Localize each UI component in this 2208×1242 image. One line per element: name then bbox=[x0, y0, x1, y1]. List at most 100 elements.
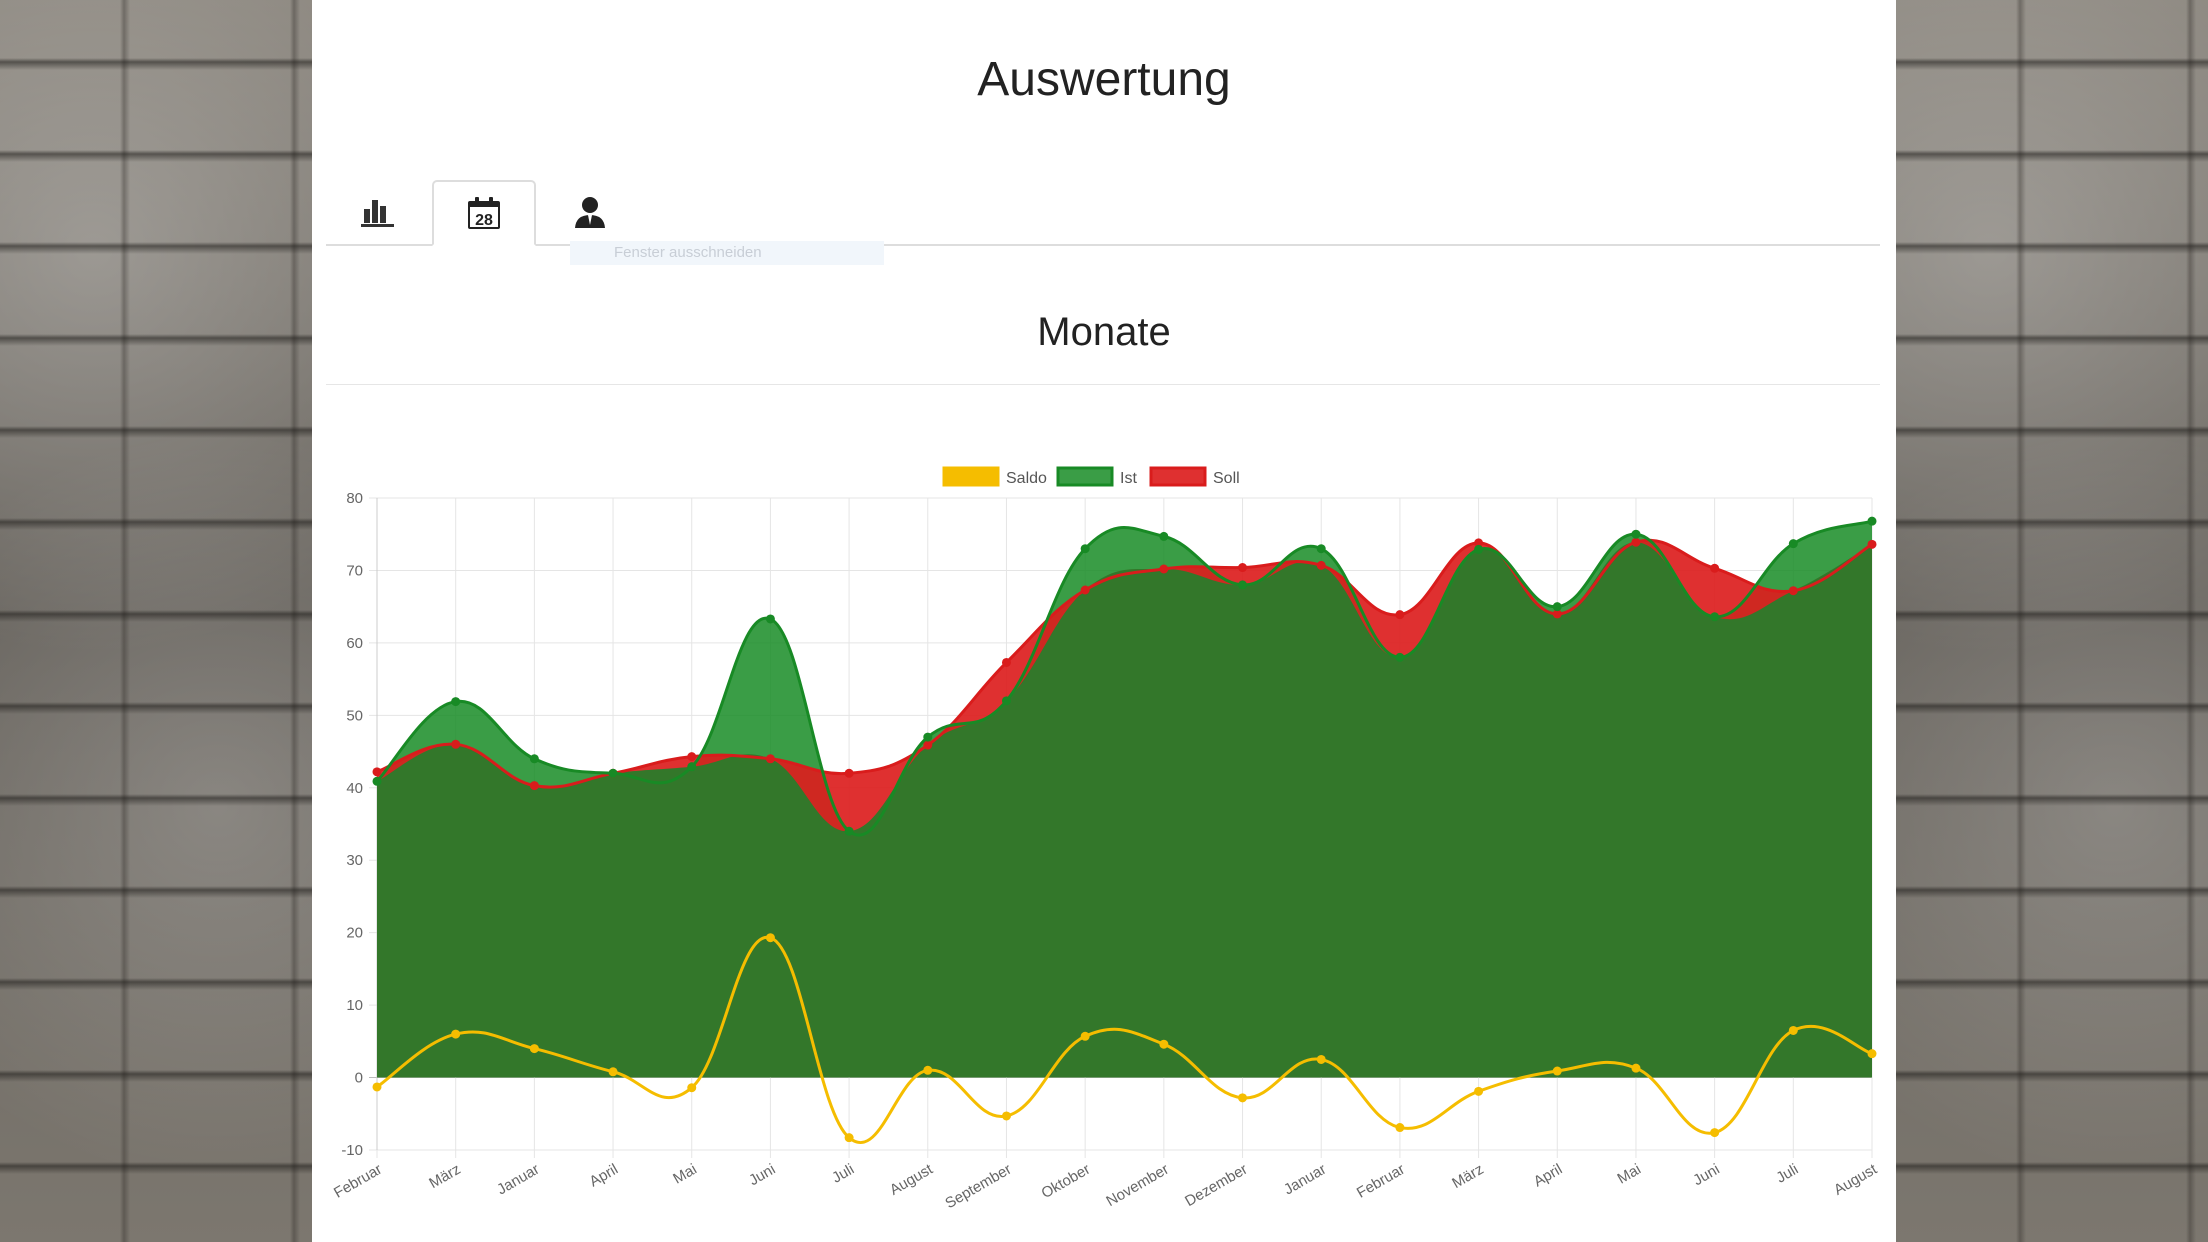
tab-users[interactable] bbox=[538, 180, 642, 244]
data-point-soll bbox=[1710, 563, 1720, 573]
data-point-soll bbox=[1474, 538, 1484, 548]
data-point-soll bbox=[1395, 610, 1405, 620]
months-area-chart: -10 0 10 20 30 40 50 60 70 80 Februar März Januar Apr… bbox=[331, 466, 1881, 1212]
data-point-saldo bbox=[1159, 1039, 1169, 1049]
data-point-saldo bbox=[1710, 1128, 1720, 1138]
data-point-ist bbox=[1395, 652, 1405, 662]
data-point-saldo bbox=[1552, 1066, 1562, 1076]
data-point-soll bbox=[1788, 586, 1798, 596]
data-point-saldo bbox=[372, 1082, 382, 1092]
data-point-saldo bbox=[451, 1029, 461, 1039]
data-point-soll bbox=[451, 739, 461, 749]
background-wall-left bbox=[0, 0, 312, 1242]
tab-months[interactable]: 28 bbox=[432, 180, 536, 246]
data-point-ist bbox=[1238, 580, 1248, 590]
data-point-ist bbox=[1867, 516, 1877, 526]
page-title: Auswertung bbox=[977, 53, 1231, 106]
x-tick-label: Februar bbox=[331, 1161, 385, 1202]
user-icon bbox=[575, 197, 605, 228]
x-tick-label: August bbox=[887, 1160, 937, 1198]
data-point-saldo bbox=[1080, 1031, 1090, 1041]
data-point-soll bbox=[1552, 609, 1562, 619]
data-point-ist bbox=[1710, 612, 1720, 622]
data-point-ist bbox=[608, 768, 618, 778]
data-point-soll bbox=[1080, 585, 1090, 595]
data-point-soll bbox=[923, 740, 933, 750]
data-point-saldo bbox=[1788, 1025, 1798, 1035]
x-tick-label: April bbox=[587, 1161, 621, 1191]
x-tick-label: Februar bbox=[1354, 1161, 1408, 1202]
y-tick-label: 0 bbox=[355, 1070, 363, 1087]
series-line-soll bbox=[376, 538, 1873, 789]
data-point-ist bbox=[1474, 544, 1484, 554]
data-point-ist bbox=[529, 754, 539, 764]
legend-label-saldo: Saldo bbox=[1006, 470, 1047, 487]
data-point-saldo bbox=[765, 933, 775, 943]
x-tick-label: Juni bbox=[746, 1161, 778, 1189]
data-point-saldo bbox=[1316, 1054, 1326, 1064]
section-title: Monate bbox=[1037, 310, 1171, 354]
data-point-saldo bbox=[608, 1067, 618, 1077]
data-point-saldo bbox=[1001, 1111, 1011, 1121]
x-tick-label: September bbox=[942, 1161, 1014, 1212]
x-tick-label: Juli bbox=[1773, 1161, 1801, 1187]
y-tick-label: 10 bbox=[346, 997, 363, 1014]
data-point-ist bbox=[1552, 602, 1562, 612]
x-tick-label: Mai bbox=[1615, 1161, 1644, 1188]
data-point-soll bbox=[1867, 539, 1877, 549]
x-tick-label: November bbox=[1103, 1161, 1171, 1210]
y-tick-label: 30 bbox=[346, 852, 363, 869]
x-tick-label: August bbox=[1831, 1160, 1881, 1198]
x-tick-label: Juli bbox=[829, 1161, 857, 1187]
y-tick-label: 70 bbox=[346, 562, 363, 579]
x-tick-label: April bbox=[1531, 1161, 1565, 1191]
data-point-ist bbox=[451, 697, 461, 707]
data-point-soll bbox=[372, 767, 382, 777]
data-point-soll bbox=[687, 752, 697, 762]
data-point-ist bbox=[1788, 539, 1798, 549]
overlap-area bbox=[377, 542, 1872, 1078]
data-point-soll bbox=[844, 768, 854, 778]
data-point-ist bbox=[1159, 531, 1169, 541]
data-point-soll bbox=[1238, 563, 1248, 573]
data-point-saldo bbox=[1395, 1123, 1405, 1133]
legend-label-ist: Ist bbox=[1120, 470, 1137, 487]
background-wall-right bbox=[1896, 0, 2208, 1242]
data-point-ist bbox=[1316, 544, 1326, 554]
data-point-saldo bbox=[529, 1044, 539, 1054]
x-tick-label: Januar bbox=[1281, 1161, 1329, 1199]
data-point-ist bbox=[1001, 696, 1011, 706]
data-point-ist bbox=[687, 762, 697, 772]
y-tick-label: 80 bbox=[346, 490, 363, 507]
data-point-saldo bbox=[1867, 1049, 1877, 1059]
data-point-ist bbox=[1080, 544, 1090, 554]
legend-swatch-soll bbox=[1149, 466, 1207, 487]
calendar-day-label: 28 bbox=[475, 212, 493, 229]
legend-label-soll: Soll bbox=[1213, 470, 1240, 487]
data-point-soll bbox=[1001, 657, 1011, 667]
data-point-ist bbox=[1631, 529, 1641, 539]
x-tick-label: Januar bbox=[494, 1161, 542, 1199]
x-tick-label: Oktober bbox=[1038, 1161, 1093, 1202]
bar-chart-icon bbox=[361, 200, 394, 227]
series-line-saldo bbox=[376, 936, 1873, 1144]
data-point-saldo bbox=[1631, 1063, 1641, 1073]
x-tick-label: März bbox=[426, 1161, 463, 1192]
y-tick-label: 20 bbox=[346, 925, 363, 942]
data-point-saldo bbox=[923, 1065, 933, 1075]
data-point-soll bbox=[1159, 564, 1169, 574]
tab-statistics[interactable] bbox=[326, 180, 430, 244]
data-point-soll bbox=[1316, 560, 1326, 570]
data-point-saldo bbox=[687, 1083, 697, 1093]
data-point-soll bbox=[529, 781, 539, 791]
data-point-ist bbox=[372, 776, 382, 786]
x-tick-label: Juni bbox=[1690, 1161, 1722, 1189]
data-point-saldo bbox=[1238, 1093, 1248, 1103]
content-panel: Auswertung 28 bbox=[312, 0, 1896, 1242]
tab-bar: 28 bbox=[326, 180, 1880, 246]
tooltip-hint: Fenster ausschneiden bbox=[570, 241, 884, 265]
x-tick-label: Mai bbox=[670, 1161, 699, 1188]
data-point-soll bbox=[765, 754, 775, 764]
x-tick-label: März bbox=[1449, 1161, 1486, 1192]
y-tick-label: 60 bbox=[346, 635, 363, 652]
